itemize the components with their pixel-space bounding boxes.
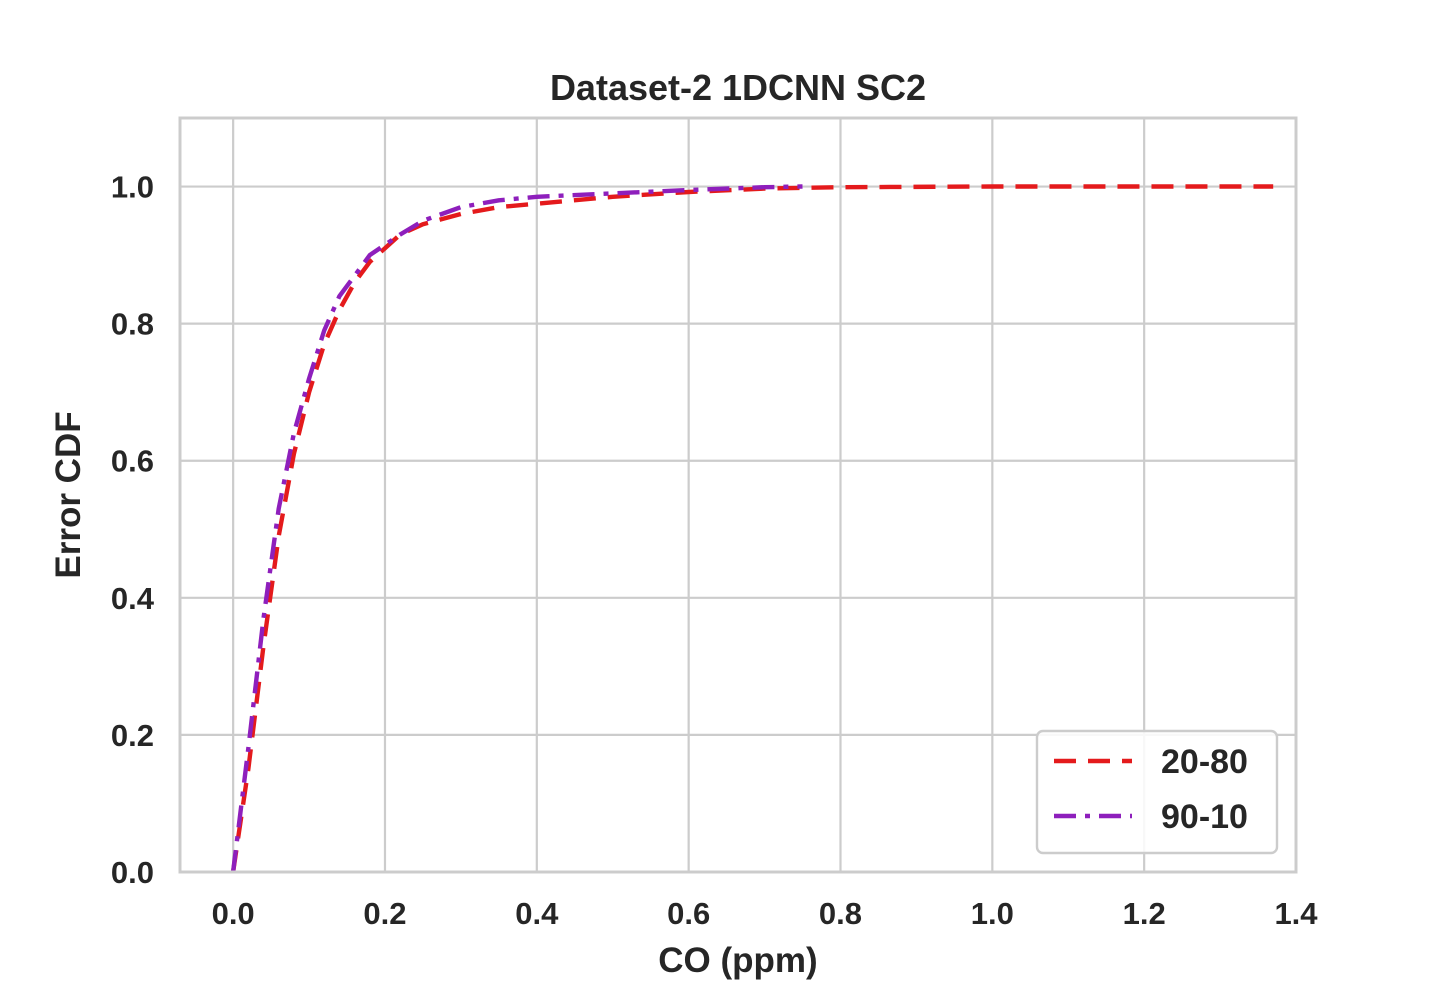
legend-label: 20-80 bbox=[1161, 743, 1248, 781]
series-line-20-80 bbox=[230, 184, 1274, 873]
series-lines bbox=[230, 184, 1274, 873]
x-tick-label: 1.0 bbox=[971, 896, 1014, 931]
legend: 20-80 90-10 bbox=[1035, 729, 1279, 855]
x-tick-label: 1.4 bbox=[1274, 896, 1318, 931]
y-tick-label: 0.6 bbox=[111, 444, 154, 479]
series-line-90-10 bbox=[230, 184, 803, 873]
y-tick-label: 0.0 bbox=[111, 855, 154, 890]
x-tick-label: 0.0 bbox=[212, 896, 255, 931]
y-tick-label: 1.0 bbox=[111, 170, 154, 205]
x-tick-label: 0.8 bbox=[819, 896, 862, 931]
legend-label: 90-10 bbox=[1161, 798, 1248, 836]
x-tick-labels: 0.0 0.2 0.4 0.6 0.8 1.0 1.2 1.4 bbox=[212, 896, 1319, 931]
x-tick-label: 0.2 bbox=[363, 896, 406, 931]
y-tick-label: 0.8 bbox=[111, 307, 154, 342]
y-tick-label: 0.2 bbox=[111, 718, 154, 753]
y-tick-label: 0.4 bbox=[111, 581, 155, 616]
x-axis-title: CO (ppm) bbox=[658, 941, 817, 980]
y-tick-labels: 0.0 0.2 0.4 0.6 0.8 1.0 bbox=[111, 170, 155, 890]
chart-title: Dataset-2 1DCNN SC2 bbox=[550, 67, 926, 108]
x-tick-label: 0.4 bbox=[515, 896, 559, 931]
x-tick-label: 0.6 bbox=[667, 896, 710, 931]
x-tick-label: 1.2 bbox=[1123, 896, 1166, 931]
y-axis-title: Error CDF bbox=[49, 411, 88, 578]
grid bbox=[180, 118, 1298, 874]
plot-frame bbox=[178, 116, 1298, 874]
